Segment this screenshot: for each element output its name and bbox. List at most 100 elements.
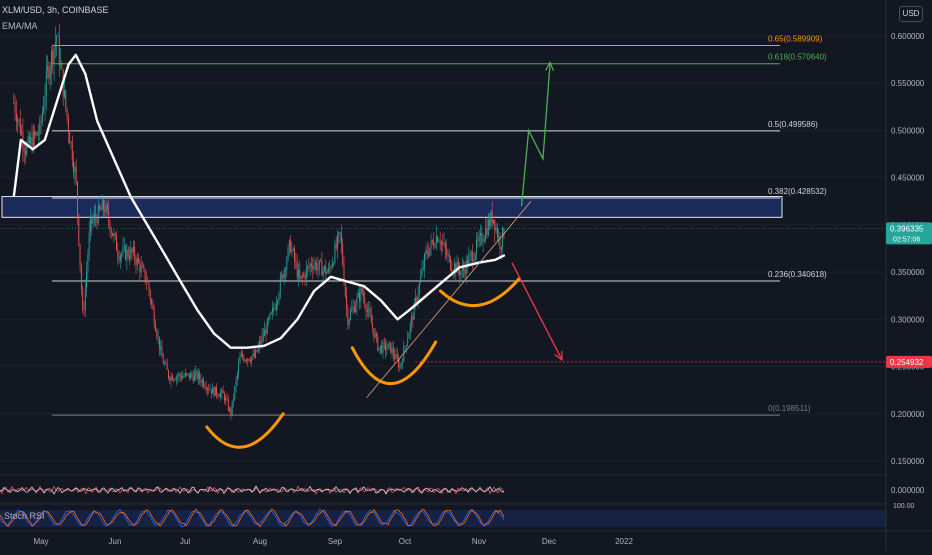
- candle-body: [61, 62, 63, 70]
- candle-body: [468, 256, 470, 267]
- candle-body: [264, 329, 266, 337]
- candle-body: [485, 227, 487, 239]
- currency-button[interactable]: USD: [899, 6, 923, 22]
- candle-body: [338, 232, 340, 236]
- cup-arc: [350, 340, 438, 386]
- candle-body: [134, 246, 136, 260]
- candle-body: [191, 373, 193, 377]
- candle-body: [190, 373, 192, 379]
- candle-body: [316, 262, 318, 271]
- candle-body: [216, 386, 218, 395]
- candle-body: [144, 268, 146, 281]
- candle-body: [13, 102, 15, 103]
- candle-body: [127, 249, 129, 257]
- candle-body: [78, 214, 80, 245]
- candle-body: [132, 246, 134, 252]
- candle-body: [434, 246, 436, 248]
- candle-body: [420, 276, 422, 283]
- time-axis[interactable]: May Jun Jul Aug Sep Oct Nov Dec 2022: [0, 530, 932, 546]
- candle-body: [148, 282, 150, 292]
- candle-body: [373, 328, 375, 338]
- candle-body: [309, 264, 311, 268]
- candle-body: [182, 376, 184, 379]
- candle-body: [500, 246, 502, 250]
- time-tick-label: Nov: [472, 537, 486, 546]
- candle-body: [413, 302, 415, 320]
- candle-body: [360, 288, 362, 301]
- stoch-rsi-label[interactable]: Stoch RSI: [4, 511, 45, 521]
- candle-body: [454, 263, 455, 272]
- candle-body: [491, 212, 493, 223]
- candle-body: [17, 119, 19, 122]
- candle-body: [377, 335, 379, 351]
- candle-body: [311, 264, 312, 267]
- candle-body: [106, 204, 108, 211]
- candle-body: [162, 357, 164, 364]
- candle-body: [386, 348, 388, 351]
- bullish-projection: [520, 62, 551, 207]
- candle-body: [472, 252, 474, 262]
- candle-body: [97, 205, 99, 224]
- candle-body: [71, 141, 73, 162]
- candle-body: [31, 137, 33, 150]
- candle-body: [145, 280, 147, 283]
- candle-body: [183, 376, 185, 377]
- candle-body: [303, 274, 305, 277]
- candle-body: [368, 308, 370, 311]
- candle-body: [174, 379, 176, 381]
- candle-body: [205, 387, 207, 390]
- candle-body: [424, 254, 426, 269]
- fib-label: 0.618(0.570640): [768, 53, 827, 62]
- price-tick-label: 0.150000: [891, 457, 925, 466]
- candle-body: [69, 132, 71, 144]
- candle-body: [147, 282, 149, 283]
- candle-body: [412, 316, 414, 320]
- candle-body: [337, 235, 338, 248]
- candle-body: [451, 269, 453, 271]
- candle-body: [25, 151, 26, 155]
- candle-body: [221, 389, 223, 394]
- candle-body: [429, 247, 431, 256]
- candle-body: [164, 363, 166, 365]
- candle-body: [177, 376, 179, 378]
- candle-body: [305, 268, 307, 279]
- indicator-label[interactable]: EMA/MA: [2, 21, 38, 31]
- bearish-projection: [511, 262, 563, 361]
- candle-body: [56, 36, 58, 43]
- candle-body: [329, 267, 331, 269]
- price-axis[interactable]: 0.6000000.5500000.5000000.4500000.400000…: [885, 0, 932, 550]
- candle-body: [344, 283, 346, 296]
- price-tick-label: 0.600000: [891, 32, 925, 41]
- candle-body: [23, 147, 25, 152]
- candle-body: [121, 253, 123, 256]
- candle-body: [456, 261, 458, 273]
- candle-body: [19, 119, 21, 134]
- trendline: [366, 201, 532, 398]
- candle-body: [277, 300, 279, 304]
- cup-arc: [205, 412, 285, 449]
- candle-body: [217, 394, 219, 397]
- volume-osc-line: [0, 485, 505, 495]
- candle-body: [287, 246, 289, 260]
- candle-body: [503, 228, 505, 237]
- candle-body: [230, 408, 232, 415]
- candle-body: [407, 338, 409, 346]
- candle-body: [351, 308, 353, 312]
- candle-body: [195, 371, 197, 374]
- price-tick-label: 0.200000: [891, 410, 925, 419]
- candle-body: [108, 210, 110, 222]
- candle-body: [442, 242, 444, 245]
- candle-body: [312, 266, 314, 270]
- candle-body: [173, 379, 175, 381]
- candle-body: [231, 400, 233, 415]
- candle-body: [66, 108, 68, 118]
- candle-body: [213, 387, 215, 396]
- candle-body: [366, 310, 368, 312]
- candle-body: [101, 200, 103, 211]
- candle-body: [38, 134, 39, 136]
- time-tick-label: 2022: [615, 537, 633, 546]
- candle-body: [112, 233, 114, 236]
- candle-body: [450, 256, 452, 270]
